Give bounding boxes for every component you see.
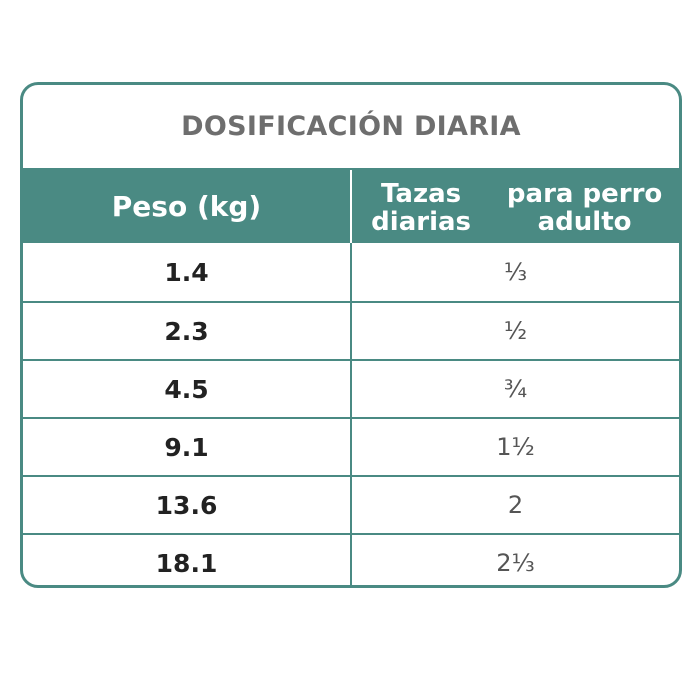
- table-row: 4.5 ¾: [23, 359, 679, 417]
- cups-cell: ½: [503, 317, 528, 345]
- weight-cell: 13.6: [23, 477, 352, 533]
- table-title: DOSIFICACIÓN DIARIA: [23, 85, 679, 170]
- cups-cell: 2: [507, 491, 524, 519]
- cups-cell: ⅓: [503, 258, 528, 286]
- dosage-table: DOSIFICACIÓN DIARIA Peso (kg) Tazas diar…: [20, 82, 682, 588]
- header-cups: Tazas diarias para perro adulto: [352, 170, 679, 243]
- cups-cell: 2⅓: [496, 549, 535, 577]
- table-row: 2.3 ½: [23, 301, 679, 359]
- weight-cell: 4.5: [23, 361, 352, 417]
- weight-cell: 2.3: [23, 303, 352, 359]
- header-weight: Peso (kg): [23, 170, 352, 243]
- table-row: 1.4 ⅓: [23, 243, 679, 301]
- header-cups-line2: para perro adulto: [506, 178, 663, 237]
- table-row: 9.1 1½: [23, 417, 679, 475]
- cups-cell: ¾: [503, 375, 528, 403]
- header-cups-line1: Tazas diarias: [371, 178, 471, 237]
- table-header-row: Peso (kg) Tazas diarias para perro adult…: [23, 170, 679, 243]
- table-row: 18.1 2⅓: [23, 533, 679, 585]
- weight-cell: 9.1: [23, 419, 352, 475]
- cups-cell: 1½: [496, 433, 535, 461]
- weight-cell: 18.1: [23, 535, 352, 585]
- table-row: 13.6 2: [23, 475, 679, 533]
- weight-cell: 1.4: [23, 243, 352, 301]
